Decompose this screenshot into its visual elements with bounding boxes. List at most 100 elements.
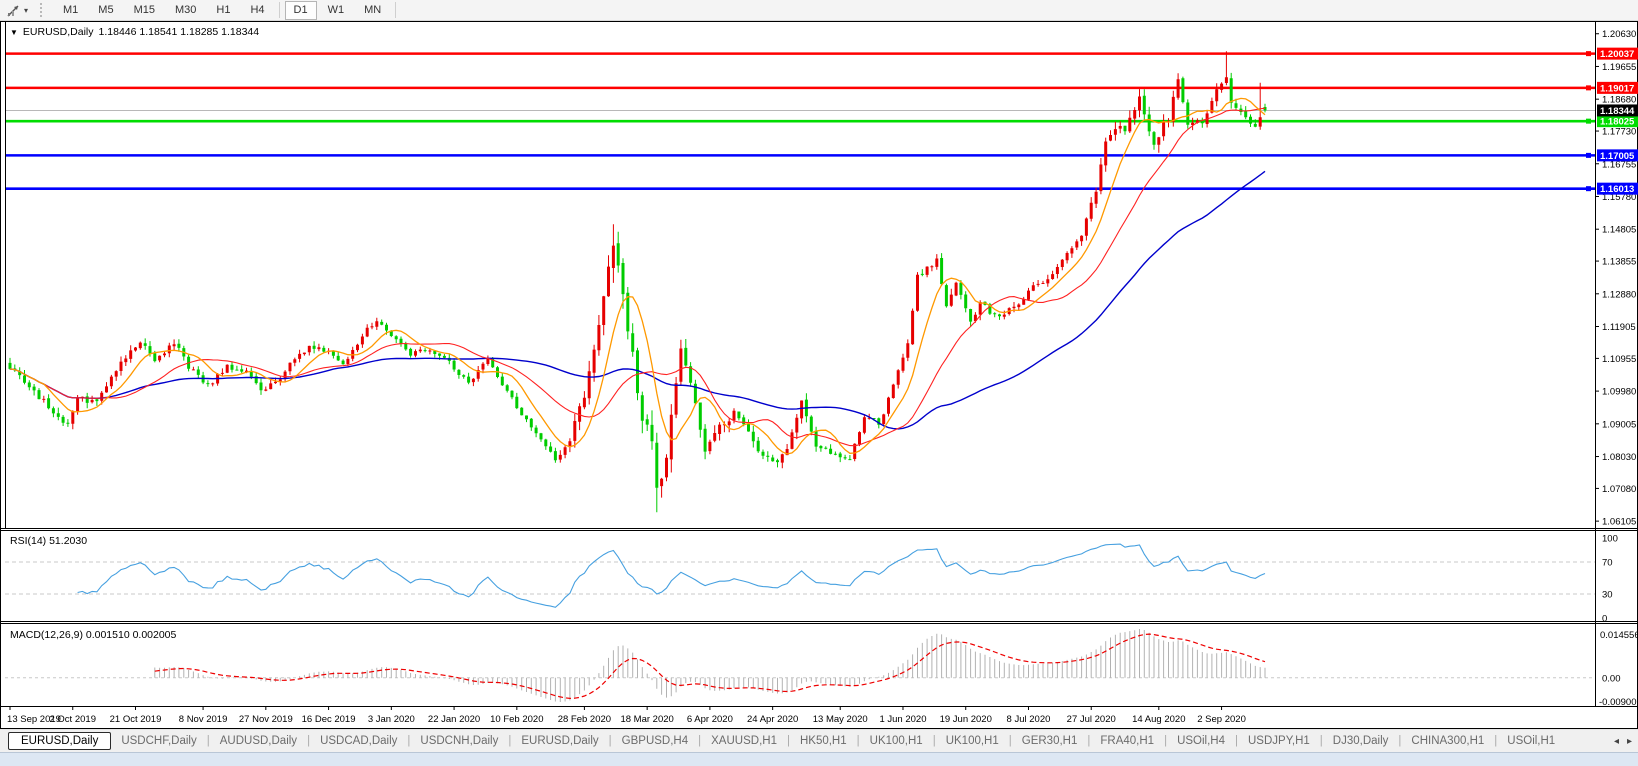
- timeframe-button-m1[interactable]: M1: [63, 3, 79, 16]
- tab-scroll-left-arrow[interactable]: ◂: [1613, 735, 1619, 747]
- hline-price-badge-1.18025: [1597, 115, 1638, 128]
- current-price-badge: [1597, 104, 1638, 117]
- tab-scroll-arrows: ◂ ▸: [1614, 736, 1632, 747]
- date-label-3-Jan-2020: 3 Jan 2020: [368, 714, 415, 725]
- price-tick-label-1.13855: 1.13855: [1602, 257, 1636, 268]
- chart-tab-usoil-h1[interactable]: USOil,H1: [1507, 735, 1556, 747]
- timeframe-button-h1[interactable]: H1: [216, 3, 231, 16]
- price-tick-label-1.18680: 1.18680: [1602, 95, 1636, 106]
- chart-tab-usoil-h4[interactable]: USOil,H4: [1177, 735, 1225, 747]
- tab-scroll-right-arrow[interactable]: ▸: [1626, 735, 1632, 747]
- timeframe-button-d1[interactable]: D1: [284, 0, 317, 20]
- hline-handle-1.17005[interactable]: [1586, 152, 1591, 158]
- price-tick-label-1.09980: 1.09980: [1602, 387, 1636, 398]
- hline-price-badge-1.20037: [1597, 47, 1638, 60]
- ma-line-21: [9, 107, 1266, 447]
- tab-separator: |: [932, 735, 936, 747]
- toolbar-separator: [278, 2, 280, 18]
- hline-handle-1.20037[interactable]: [1586, 51, 1591, 57]
- date-label-27-Jul-2020: 27 Jul 2020: [1067, 714, 1116, 725]
- date-label-10-Feb-2020: 10 Feb 2020: [490, 714, 543, 725]
- macd-histogram: [154, 629, 1266, 702]
- tab-separator: |: [508, 735, 512, 747]
- chart-title: ▼ EURUSD,Daily 1.18446 1.18541 1.18285 1…: [10, 26, 259, 38]
- rsi-scale-label-0: 0: [1602, 614, 1607, 625]
- chart-tab-gbpusd-h4[interactable]: GBPUSD,H4: [621, 735, 689, 747]
- price-tick-label-1.20630: 1.20630: [1602, 29, 1636, 40]
- chevron-down-icon: ▾: [24, 5, 29, 15]
- chart-tab-ger30-h1[interactable]: GER30,H1: [1021, 735, 1078, 747]
- tab-separator: |: [1319, 735, 1323, 747]
- price-tick-label-1.08030: 1.08030: [1602, 452, 1636, 463]
- rsi-scale-label-100: 100: [1602, 534, 1618, 545]
- chart-tab-fra40-h1[interactable]: FRA40,H1: [1100, 735, 1155, 747]
- chart-tab-audusd-daily[interactable]: AUDUSD,Daily: [219, 735, 298, 747]
- chart-canvas[interactable]: 1.20630 1.19655 1.18680 1.17730 1.16755 1.157…: [0, 21, 1638, 729]
- chart-tab-usdcnh-daily[interactable]: USDCNH,Daily: [420, 735, 499, 747]
- chart-tab-china300-h1[interactable]: CHINA300,H1: [1411, 735, 1485, 747]
- chart-symbol-label: EURUSD,Daily: [22, 26, 94, 38]
- timeframe-button-mn[interactable]: MN: [364, 3, 382, 16]
- hline-price-badge-1.16013: [1597, 182, 1638, 195]
- tab-separator: |: [307, 735, 311, 747]
- hline-handle-1.16013[interactable]: [1586, 186, 1591, 192]
- timeframe-button-m15[interactable]: M15: [133, 3, 155, 16]
- chart-tab-xauusd-h1[interactable]: XAUUSD,H1: [711, 735, 777, 747]
- date-label-13-May-2020: 13 May 2020: [813, 714, 868, 725]
- tab-separator: |: [1398, 735, 1402, 747]
- macd-scale-zero: 0.00: [1602, 673, 1621, 684]
- chart-tab-uk100-h1[interactable]: UK100,H1: [869, 735, 923, 747]
- chart-tab-dj30-daily[interactable]: DJ30,Daily: [1332, 735, 1389, 747]
- hline-price-badge-1.17005: [1597, 149, 1638, 162]
- price-tick-label-1.14805: 1.14805: [1602, 225, 1636, 236]
- price-tick-label-1.09005: 1.09005: [1602, 419, 1636, 430]
- price-tick-label-1.17730: 1.17730: [1602, 127, 1636, 138]
- date-label-2-Sep-2020: 2 Sep 2020: [1197, 714, 1246, 725]
- toolbar-separator: [395, 2, 397, 18]
- date-label-1-Jun-2020: 1 Jun 2020: [879, 714, 926, 725]
- date-label-24-Apr-2020: 24 Apr 2020: [747, 714, 798, 725]
- current-price-badge-text: 1.18344: [1600, 106, 1635, 117]
- chart-tab-uk100-h1[interactable]: UK100,H1: [945, 735, 999, 747]
- status-bar: [0, 752, 1638, 766]
- rsi-scale-label-70: 70: [1602, 558, 1613, 569]
- hline-price-badge-text: 1.16013: [1600, 184, 1634, 195]
- hline-handle-1.18025[interactable]: [1586, 118, 1591, 124]
- timeframe-button-m5[interactable]: M5: [98, 3, 114, 16]
- timeframe-button-h4[interactable]: H4: [250, 3, 265, 16]
- tab-separator: |: [407, 735, 411, 747]
- date-label-6-Apr-2020: 6 Apr 2020: [687, 714, 733, 725]
- price-tick-label-1.16755: 1.16755: [1602, 159, 1636, 170]
- hline-price-badge-text: 1.18025: [1600, 117, 1635, 128]
- hline-handle-1.19017[interactable]: [1586, 85, 1591, 91]
- chart-tab-usdcad-daily[interactable]: USDCAD,Daily: [320, 735, 398, 747]
- chart-tab-eurusd-daily[interactable]: EURUSD,Daily: [521, 735, 599, 747]
- date-label-21-Oct-2019: 21 Oct 2019: [110, 714, 162, 725]
- tab-separator: |: [608, 735, 612, 747]
- tab-separator: |: [1164, 735, 1168, 747]
- tab-separator: |: [1087, 735, 1091, 747]
- toolbar-grip: [40, 3, 47, 17]
- chart-tab-eurusd-daily[interactable]: EURUSD,Daily: [8, 732, 112, 750]
- timeframe-button-w1[interactable]: W1: [327, 3, 345, 16]
- chart-ohlc-values: 1.18446 1.18541 1.18285 1.18344: [98, 26, 260, 38]
- crosshair-tool-button[interactable]: ▾: [2, 2, 32, 19]
- chart-tab-usdjpy-h1[interactable]: USDJPY,H1: [1248, 735, 1310, 747]
- down-candle-bodies: [8, 78, 1267, 488]
- chart-tab-hk50-h1[interactable]: HK50,H1: [799, 735, 847, 747]
- chart-window: 1.20630 1.19655 1.18680 1.17730 1.16755 1.157…: [0, 21, 1638, 729]
- date-label-2-Oct-2019: 2 Oct 2019: [50, 714, 96, 725]
- tab-separator: |: [786, 735, 790, 747]
- ma-line-8: [9, 97, 1266, 455]
- collapse-triangle-icon[interactable]: ▼: [10, 27, 18, 37]
- tab-separator: |: [1494, 735, 1498, 747]
- date-label-13-Sep-2019: 13 Sep 2019: [7, 714, 61, 725]
- timeframe-button-m30[interactable]: M30: [174, 3, 197, 16]
- chart-window-border: [0, 21, 1638, 729]
- hline-price-badge-1.19017: [1597, 81, 1638, 94]
- date-label-19-Jun-2020: 19 Jun 2020: [940, 714, 992, 725]
- chart-tab-usdchf-daily[interactable]: USDCHF,Daily: [121, 735, 197, 747]
- date-label-27-Nov-2019: 27 Nov 2019: [239, 714, 293, 725]
- date-label-18-Mar-2020: 18 Mar 2020: [620, 714, 673, 725]
- tab-separator: |: [1008, 735, 1012, 747]
